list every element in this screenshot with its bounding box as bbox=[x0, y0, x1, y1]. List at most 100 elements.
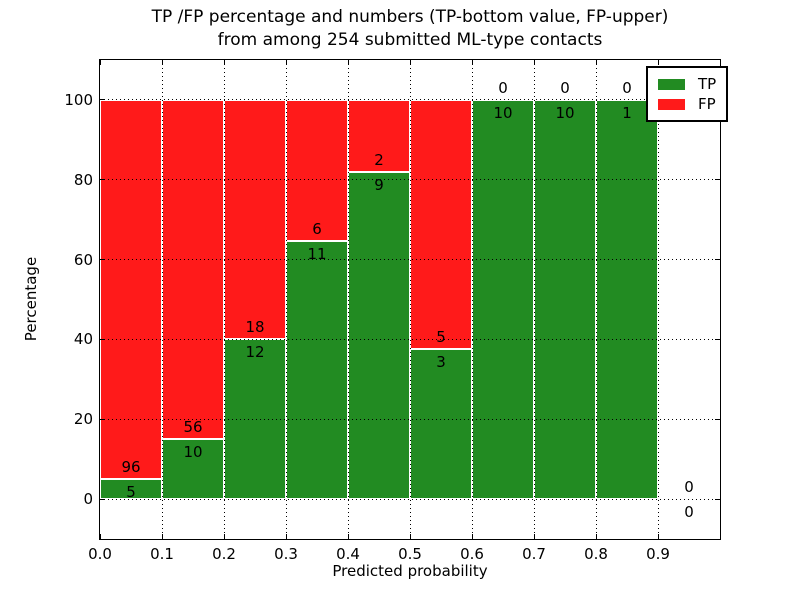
tp-count-label: 12 bbox=[245, 343, 265, 362]
x-tick-mark bbox=[471, 60, 473, 65]
legend-row: FP bbox=[658, 94, 716, 114]
x-tick-mark bbox=[161, 534, 163, 539]
x-gridline bbox=[347, 60, 349, 539]
fp-count-label: 0 bbox=[684, 478, 694, 497]
x-tick-mark bbox=[99, 60, 101, 65]
fp-bar-segment bbox=[348, 99, 410, 173]
y-gridline bbox=[100, 259, 720, 261]
legend: TP FP bbox=[646, 66, 729, 122]
legend-label: FP bbox=[698, 95, 716, 113]
y-tick-label: 0 bbox=[83, 490, 93, 509]
x-tick-label: 0.4 bbox=[336, 545, 360, 563]
x-tick-mark bbox=[595, 60, 597, 65]
x-tick-mark bbox=[533, 60, 535, 65]
x-tick-mark bbox=[161, 60, 163, 65]
y-tick-mark bbox=[715, 418, 720, 420]
x-gridline bbox=[409, 60, 411, 539]
legend-tp-swatch bbox=[658, 78, 685, 90]
fp-count-label: 0 bbox=[498, 78, 508, 97]
fp-bar-segment bbox=[100, 99, 162, 480]
x-tick-mark bbox=[347, 534, 349, 539]
y-gridline bbox=[100, 338, 720, 340]
tp-bar-segment bbox=[410, 349, 472, 500]
tp-bar-segment bbox=[596, 99, 658, 500]
x-gridline bbox=[223, 60, 225, 539]
x-tick-mark bbox=[99, 534, 101, 539]
fp-bar-segment bbox=[224, 99, 286, 340]
x-tick-label: 0.8 bbox=[584, 545, 608, 563]
y-tick-mark bbox=[100, 418, 105, 420]
x-tick-mark bbox=[533, 534, 535, 539]
x-tick-label: 0.6 bbox=[460, 545, 484, 563]
x-tick-mark bbox=[657, 534, 659, 539]
x-tick-mark bbox=[409, 60, 411, 65]
x-tick-label: 0.0 bbox=[88, 545, 112, 563]
legend-label: TP bbox=[698, 75, 717, 93]
tp-count-label: 1 bbox=[622, 103, 632, 122]
tp-bar-segment bbox=[472, 99, 534, 500]
tp-count-label: 9 bbox=[374, 176, 384, 195]
x-tick-mark bbox=[285, 534, 287, 539]
tp-count-label: 10 bbox=[493, 103, 513, 122]
fp-bar-segment bbox=[410, 99, 472, 350]
y-tick-mark bbox=[715, 338, 720, 340]
x-tick-mark bbox=[223, 534, 225, 539]
y-tick-label: 40 bbox=[73, 330, 93, 349]
fp-count-label: 2 bbox=[374, 151, 384, 170]
x-tick-mark bbox=[471, 534, 473, 539]
fp-count-label: 0 bbox=[560, 78, 570, 97]
x-gridline bbox=[471, 60, 473, 539]
x-tick-label: 0.9 bbox=[646, 545, 670, 563]
x-tick-mark bbox=[347, 60, 349, 65]
fp-count-label: 18 bbox=[245, 318, 265, 337]
x-tick-label: 0.2 bbox=[212, 545, 236, 563]
x-gridline bbox=[657, 60, 659, 539]
y-tick-label: 60 bbox=[73, 250, 93, 269]
x-tick-label: 0.7 bbox=[522, 545, 546, 563]
fp-count-label: 96 bbox=[121, 458, 141, 477]
x-gridline bbox=[595, 60, 597, 539]
y-tick-mark bbox=[715, 259, 720, 261]
x-axis-label: Predicted probability bbox=[332, 562, 488, 580]
fp-count-label: 5 bbox=[436, 328, 446, 347]
y-gridline bbox=[100, 99, 720, 101]
y-tick-label: 80 bbox=[73, 170, 93, 189]
tp-count-label: 11 bbox=[307, 244, 327, 263]
fp-bar-segment bbox=[286, 99, 348, 241]
y-gridline bbox=[100, 179, 720, 181]
y-tick-label: 20 bbox=[73, 410, 93, 429]
tp-count-label: 10 bbox=[183, 442, 203, 461]
x-gridline bbox=[161, 60, 163, 539]
x-tick-mark bbox=[409, 534, 411, 539]
tp-bar-segment bbox=[534, 99, 596, 500]
x-tick-mark bbox=[223, 60, 225, 65]
x-tick-label: 0.5 bbox=[398, 545, 422, 563]
x-tick-label: 0.1 bbox=[150, 545, 174, 563]
tp-count-label: 5 bbox=[126, 483, 136, 502]
x-tick-mark bbox=[595, 534, 597, 539]
tp-count-label: 0 bbox=[684, 503, 694, 522]
y-tick-mark bbox=[100, 179, 105, 181]
chart-title-line-1: TP /FP percentage and numbers (TP-bottom… bbox=[151, 7, 669, 27]
y-tick-label: 100 bbox=[64, 90, 93, 109]
y-tick-mark bbox=[100, 99, 105, 101]
fp-bar-segment bbox=[162, 99, 224, 439]
chart-title-line-2: from among 254 submitted ML-type contact… bbox=[217, 30, 603, 50]
y-tick-mark bbox=[100, 259, 105, 261]
y-gridline bbox=[100, 498, 720, 500]
fp-count-label: 56 bbox=[183, 417, 203, 436]
fp-count-label: 0 bbox=[622, 78, 632, 97]
tp-bar-segment bbox=[286, 240, 348, 500]
x-tick-label: 0.3 bbox=[274, 545, 298, 563]
x-tick-mark bbox=[285, 60, 287, 65]
x-tick-mark bbox=[657, 60, 659, 65]
tp-bar-segment bbox=[162, 438, 224, 500]
tp-count-label: 3 bbox=[436, 353, 446, 372]
x-gridline bbox=[285, 60, 287, 539]
tp-count-label: 10 bbox=[555, 103, 575, 122]
plot-area: 96 5 56 10 18 12 6 11 2 9 5 3 0 10 0 10 0 1 0 0 bbox=[99, 59, 721, 540]
y-gridline bbox=[100, 418, 720, 420]
y-tick-mark bbox=[100, 338, 105, 340]
legend-fp-swatch bbox=[658, 98, 685, 110]
